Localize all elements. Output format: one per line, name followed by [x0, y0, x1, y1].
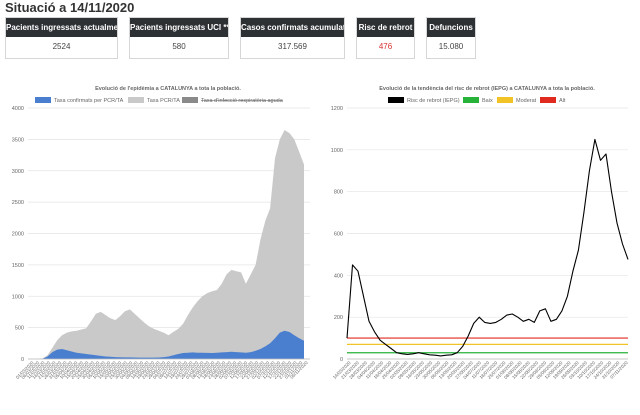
card-deaths-label: Defuncions [427, 18, 475, 37]
chart2-legend-swatch-0 [388, 97, 404, 103]
chart2-ytick-4: 800 [334, 190, 343, 196]
chart2-ytick-5: 1000 [331, 148, 343, 154]
page-title: Situació a 14/11/2020 [5, 0, 135, 15]
chart2-title: Evolució de la tendència del risc de reb… [379, 86, 595, 92]
epidemic-evolution-chart: Evolució de l'epidèmia a CATALUNYA a tot… [12, 86, 310, 380]
chart1-ytick-8: 4000 [12, 106, 24, 112]
card-risk: Risc de rebrot 476 [356, 17, 415, 59]
card-hospitalized-label: Pacients ingressats actualment [6, 18, 117, 37]
card-deaths-value: 15.080 [438, 42, 464, 51]
chart2-legend-swatch-3 [540, 97, 556, 103]
chart1-ytick-3: 1500 [12, 263, 24, 269]
chart2-ytick-0: 0 [340, 357, 343, 363]
chart2-ytick-3: 600 [334, 232, 343, 238]
chart1-series-area-0 [33, 130, 304, 359]
chart2-ytick-1: 200 [334, 315, 343, 321]
chart2-legend-label-1: Baix [482, 98, 493, 104]
chart2-legend-label-0: Risc de rebrot (IEPG) [407, 98, 460, 104]
chart1-legend-label-2: Taxa d'infecció respiratòria aguda [201, 98, 284, 104]
chart1-ytick-6: 3000 [12, 169, 24, 175]
card-deaths: Defuncions 15.080 [426, 17, 476, 59]
card-icu: Pacients ingressats UCI ** 580 [129, 17, 229, 59]
chart2-ytick-2: 400 [334, 273, 343, 279]
card-hospitalized-value: 2524 [52, 42, 71, 51]
chart1-legend-label-1: Taxa PCR/TA [147, 98, 180, 104]
chart1-legend-swatch-2 [182, 97, 198, 103]
chart2-legend-swatch-1 [463, 97, 479, 103]
chart1-ytick-5: 2500 [12, 200, 24, 206]
chart1-ytick-7: 3500 [12, 137, 24, 143]
chart1-title: Evolució de l'epidèmia a CATALUNYA a tot… [95, 86, 241, 92]
card-hospitalized: Pacients ingressats actualment 2524 [5, 17, 118, 59]
chart2-legend-swatch-2 [497, 97, 513, 103]
chart1-ytick-0: 0 [21, 357, 24, 363]
chart2-legend-label-2: Moderat [516, 98, 537, 104]
chart2-series-line-0 [346, 138, 629, 357]
chart1-legend-label-0: Taxa confirmats per PCR/TA [54, 98, 124, 104]
chart1-legend-swatch-1 [128, 97, 144, 103]
chart2-legend-label-3: Alt [559, 98, 566, 104]
card-risk-value: 476 [378, 42, 393, 51]
card-confirmed: Casos confirmats acumulats 317.569 [240, 17, 345, 59]
card-confirmed-value: 317.569 [278, 42, 307, 51]
card-risk-label: Risc de rebrot [357, 18, 414, 37]
chart1-ytick-2: 1000 [12, 294, 24, 300]
rebrot-risk-chart: Evolució de la tendència del risc de reb… [331, 86, 629, 380]
chart2-ytick-6: 1200 [331, 106, 343, 112]
card-confirmed-label: Casos confirmats acumulats [241, 18, 344, 37]
chart1-ytick-1: 500 [15, 326, 24, 332]
chart1-ytick-4: 2000 [12, 232, 24, 238]
chart1-legend-swatch-0 [35, 97, 51, 103]
card-icu-label: Pacients ingressats UCI ** [130, 18, 228, 37]
card-icu-value: 580 [172, 42, 186, 51]
chart1-series-area-1 [33, 330, 304, 359]
